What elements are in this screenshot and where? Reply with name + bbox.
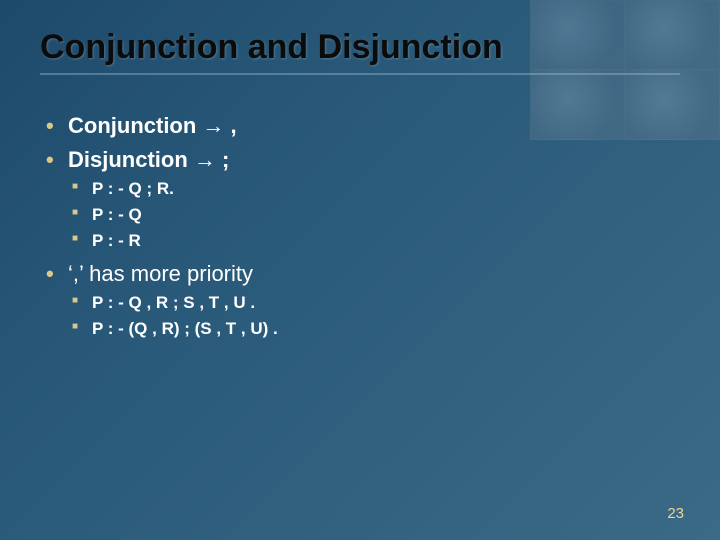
bullet-conjunction: Conjunction → , xyxy=(44,113,680,139)
slide-title: Conjunction and Disjunction xyxy=(40,28,680,67)
bullet-text: Conjunction → , xyxy=(68,113,237,138)
bullet-disjunction: Disjunction → ; P : - Q ; R. P : - Q P :… xyxy=(44,147,680,251)
bullet-text: Disjunction → ; xyxy=(68,147,229,172)
bullet-text: ‘,’ has more priority xyxy=(68,261,253,286)
sub-bullet: P : - Q xyxy=(68,205,680,225)
sub-bullet: P : - R xyxy=(68,231,680,251)
page-number: 23 xyxy=(667,505,684,522)
slide-content: Conjunction → , Disjunction → ; P : - Q … xyxy=(40,113,680,339)
title-underline xyxy=(40,73,680,75)
sub-bullet: P : - Q , R ; S , T , U . xyxy=(68,293,680,313)
sub-bullet: P : - (Q , R) ; (S , T , U) . xyxy=(68,319,680,339)
sub-bullet: P : - Q ; R. xyxy=(68,179,680,199)
bullet-priority: ‘,’ has more priority P : - Q , R ; S , … xyxy=(44,261,680,339)
slide: Conjunction and Disjunction Conjunction … xyxy=(0,0,720,540)
